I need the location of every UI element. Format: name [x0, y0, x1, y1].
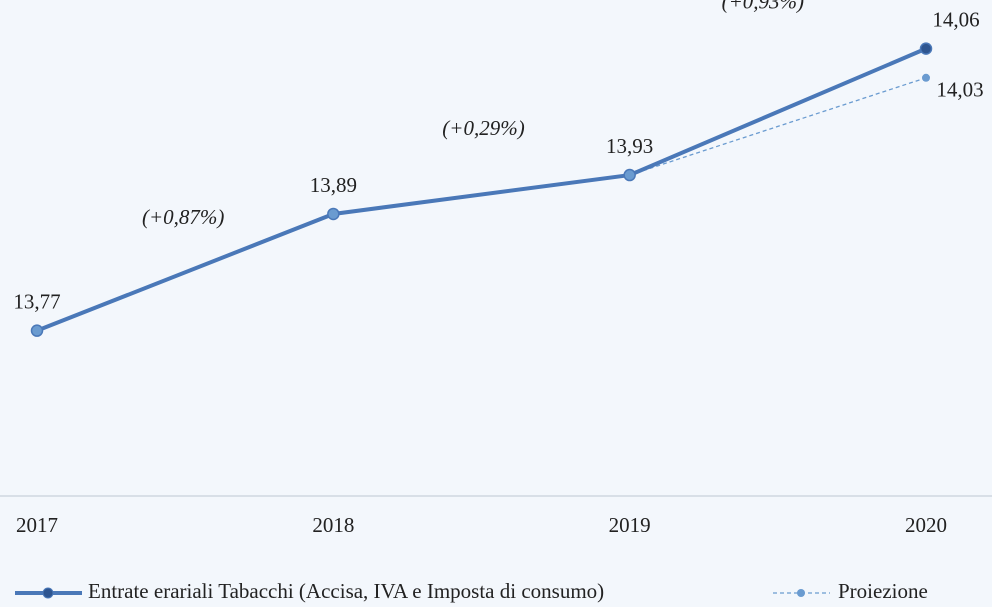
x-tick-label: 2020 — [905, 513, 947, 537]
x-tick-label: 2019 — [609, 513, 651, 537]
marker — [30, 324, 44, 337]
marker — [327, 207, 340, 221]
annotation: (+0,87%) — [142, 205, 224, 229]
marker — [919, 42, 933, 55]
marker — [623, 168, 636, 182]
legend-label: Entrate erariali Tabacchi (Accisa, IVA e… — [88, 579, 604, 603]
series-line — [36, 46, 927, 333]
legend-label: Proiezione — [838, 579, 928, 603]
annotation: (+0,93%) — [722, 0, 804, 13]
x-tick-label: 2017 — [16, 513, 58, 537]
data-label: 13,89 — [310, 173, 357, 197]
marker — [922, 73, 930, 82]
data-label: 13,93 — [606, 134, 653, 158]
legend-marker — [797, 589, 805, 597]
projection-line — [629, 77, 927, 176]
data-label: 13,77 — [13, 289, 60, 313]
annotation: (+0,29%) — [442, 116, 524, 140]
x-tick-label: 2018 — [312, 513, 354, 537]
data-label: 14,03 — [936, 78, 983, 102]
data-label: 14,06 — [932, 7, 979, 31]
legend-marker — [42, 587, 54, 599]
